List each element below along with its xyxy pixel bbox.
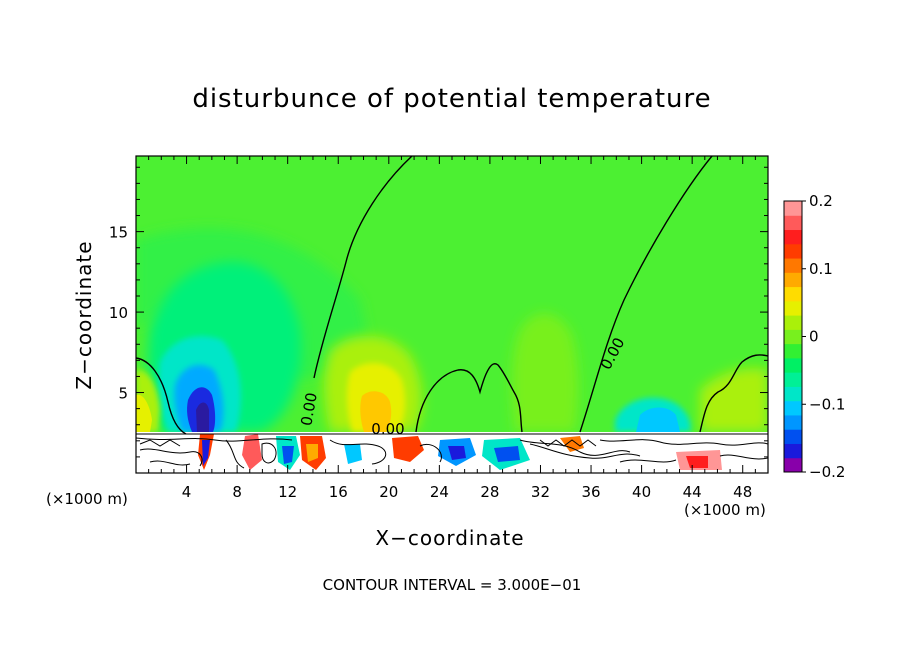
zero-contours: [136, 156, 768, 435]
x-tick-label: 40: [632, 483, 651, 501]
x-axis: 4 8 12 16 20 24 28 32 36 40 44 48: [148, 156, 756, 501]
colorbar-swatch: [784, 286, 802, 302]
colorbar-swatch: [784, 457, 802, 473]
contour-interval-note: CONTOUR INTERVAL = 3.000E−01: [322, 576, 582, 594]
zero-contour-line: [579, 156, 713, 433]
x-tick-label: 28: [480, 483, 499, 501]
colorbar-swatch: [784, 343, 802, 359]
field-region: [136, 394, 152, 432]
colorbar-swatch: [784, 329, 802, 345]
field-region: [202, 440, 210, 466]
x-tick-label: 24: [430, 483, 449, 501]
zero-contour-line: [136, 357, 187, 435]
x-tick-label: 20: [379, 483, 398, 501]
colorbar-swatch: [784, 357, 802, 373]
colorbar-swatch: [784, 429, 802, 444]
contour-label: 0.00: [371, 420, 404, 438]
x-tick-label: 32: [531, 483, 550, 501]
x-tick-label: 4: [182, 483, 192, 501]
colorbar-swatch: [784, 258, 802, 273]
field-region: [560, 436, 584, 452]
boundary-contours: [136, 433, 768, 469]
zero-contour-line: [699, 354, 768, 433]
y-tick-label: 10: [109, 304, 128, 322]
colorbar-swatch: [784, 300, 802, 316]
colorbar: 0.2 0.1 0 −0.1 −0.2: [783, 192, 845, 481]
y-tick-label: 5: [118, 385, 128, 403]
field-region: [511, 313, 579, 432]
zero-contour-line: [415, 363, 523, 433]
colorbar-tick-label: 0.1: [809, 260, 833, 278]
heatmap-field: [136, 156, 768, 473]
colorbar-swatch: [784, 414, 802, 430]
colorbar-tick-label: −0.1: [809, 395, 845, 413]
field-region: [344, 444, 362, 464]
field-region: [494, 446, 520, 462]
colorbar-swatch: [784, 201, 802, 216]
colorbar-swatch: [784, 243, 802, 259]
field-region: [306, 444, 318, 462]
colorbar-swatch: [784, 215, 802, 231]
x-unit-label-right: (×1000 m): [684, 501, 766, 519]
colorbar-tick-label: 0: [809, 328, 819, 346]
field-region: [196, 402, 209, 432]
field-region: [636, 407, 680, 432]
colorbar-swatch: [784, 372, 802, 387]
colorbar-swatch: [784, 229, 802, 245]
x-tick-label: 36: [581, 483, 600, 501]
field-region: [282, 446, 294, 464]
x-tick-label: 44: [683, 483, 702, 501]
zero-contour-line: [313, 156, 413, 379]
field-region: [700, 368, 768, 432]
field-region: [360, 391, 392, 432]
field-region: [242, 434, 262, 470]
x-axis-label: X−coordinate: [375, 526, 525, 550]
colorbar-swatch: [784, 315, 802, 330]
colorbar-tick-label: 0.2: [809, 192, 833, 210]
x-tick-label: 48: [733, 483, 752, 501]
x-unit-label-left: (×1000 m): [46, 490, 128, 508]
colorbar-tick-label: −0.2: [809, 463, 845, 481]
y-axis: 5 10 15: [109, 166, 768, 458]
chart-title: disturbunce of potential temperature: [192, 84, 712, 114]
colorbar-swatch: [784, 386, 802, 402]
contour-label: 0.00: [297, 391, 321, 427]
colorbar-swatch: [784, 272, 802, 288]
colorbar-swatch: [784, 400, 802, 416]
x-tick-label: 12: [278, 483, 297, 501]
field-region: [392, 436, 424, 462]
y-tick-label: 15: [109, 224, 128, 242]
colorbar-swatch: [784, 443, 802, 459]
x-tick-label: 16: [329, 483, 348, 501]
field-region: [686, 456, 708, 468]
x-tick-label: 8: [232, 483, 242, 501]
field-region: [448, 446, 466, 460]
